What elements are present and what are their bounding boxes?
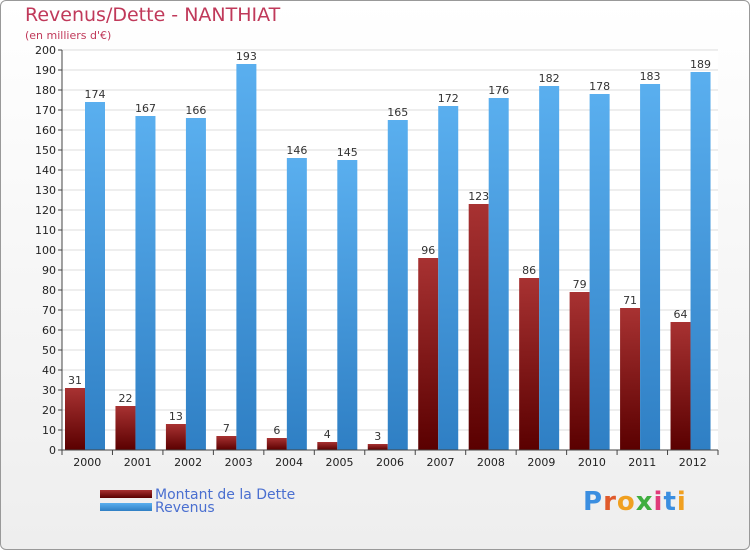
- x-tick-label: 2011: [628, 456, 656, 469]
- y-tick-label: 10: [42, 424, 56, 437]
- y-tick-label: 140: [35, 164, 56, 177]
- y-tick-label: 70: [42, 304, 56, 317]
- revenue-bar: [85, 102, 105, 450]
- revenue-bar: [438, 106, 459, 450]
- debt-bar: [670, 322, 691, 450]
- debt-bar: [367, 444, 388, 450]
- y-tick-label: 190: [35, 64, 56, 77]
- debt-value-label: 64: [674, 308, 688, 321]
- revenue-bar: [286, 158, 307, 450]
- revenue-bar: [337, 160, 358, 450]
- revenue-value-label: 145: [337, 146, 358, 159]
- debt-bar: [65, 388, 85, 450]
- y-tick-label: 160: [35, 124, 56, 137]
- legend-swatch-debt: [100, 490, 152, 498]
- debt-value-label: 96: [421, 244, 435, 257]
- x-tick-label: 2000: [73, 456, 101, 469]
- debt-value-label: 13: [169, 410, 183, 423]
- chart-subtitle: (en milliers d'€): [25, 29, 112, 42]
- debt-bar: [569, 292, 590, 450]
- x-tick-label: 2001: [124, 456, 152, 469]
- x-tick-label: 2003: [225, 456, 253, 469]
- debt-value-label: 3: [374, 430, 381, 443]
- revenue-value-label: 167: [135, 102, 156, 115]
- y-tick-label: 0: [49, 444, 56, 457]
- x-tick-label: 2004: [275, 456, 303, 469]
- revenue-bar: [539, 86, 560, 450]
- y-tick-label: 150: [35, 144, 56, 157]
- legend-label-debt: Montant de la Dette: [155, 487, 295, 503]
- y-tick-label: 100: [35, 244, 56, 257]
- revenue-value-label: 183: [640, 70, 661, 83]
- revenue-value-label: 166: [185, 104, 206, 117]
- revenue-value-label: 172: [438, 92, 459, 105]
- debt-value-label: 79: [573, 278, 587, 291]
- legend-swatch-revenue: [100, 503, 152, 511]
- x-tick-label: 2006: [376, 456, 404, 469]
- debt-value-label: 7: [223, 422, 230, 435]
- revenue-bar: [640, 84, 661, 450]
- debt-value-label: 86: [522, 264, 536, 277]
- revenue-value-label: 176: [488, 84, 509, 97]
- debt-bar: [519, 278, 540, 450]
- y-tick-label: 40: [42, 364, 56, 377]
- x-tick-label: 2002: [174, 456, 202, 469]
- debt-value-label: 123: [468, 190, 489, 203]
- revenue-bar: [589, 94, 610, 450]
- debt-value-label: 6: [273, 424, 280, 437]
- debt-value-label: 4: [324, 428, 331, 441]
- debt-bar: [115, 406, 136, 450]
- chart-title: Revenus/Dette - NANTHIAT: [25, 4, 281, 26]
- legend-label-revenue: Revenus: [155, 500, 215, 516]
- revenue-value-label: 182: [539, 72, 560, 85]
- revenue-value-label: 178: [589, 80, 610, 93]
- y-tick-label: 120: [35, 204, 56, 217]
- revenue-bar: [135, 116, 156, 450]
- y-tick-label: 30: [42, 384, 56, 397]
- y-tick-label: 90: [42, 264, 56, 277]
- debt-bar: [418, 258, 439, 450]
- y-tick-label: 170: [35, 104, 56, 117]
- y-tick-label: 60: [42, 324, 56, 337]
- debt-value-label: 71: [623, 294, 637, 307]
- x-tick-label: 2009: [527, 456, 555, 469]
- x-axis: 2000 2001 2002 2003 2004 2005 2006 2007 2008 2009…: [61, 449, 719, 469]
- revenue-value-label: 174: [85, 88, 106, 101]
- x-tick-label: 2005: [326, 456, 354, 469]
- revenue-value-label: 189: [690, 58, 711, 71]
- debt-bar: [216, 436, 237, 450]
- y-tick-label: 110: [35, 224, 56, 237]
- x-tick-label: 2012: [679, 456, 707, 469]
- y-tick-label: 200: [35, 44, 56, 57]
- x-tick-label: 2010: [578, 456, 606, 469]
- y-tick-label: 130: [35, 184, 56, 197]
- revenue-value-label: 193: [236, 50, 257, 63]
- debt-bar: [468, 204, 489, 450]
- revenue-bar: [690, 72, 711, 450]
- bars: 31 174 22 167 13 166 7 193 6 146 4 145 3 165 96 172 123 1…: [65, 50, 711, 450]
- debt-value-label: 22: [118, 392, 132, 405]
- y-tick-label: 20: [42, 404, 56, 417]
- revenue-bar: [488, 98, 509, 450]
- x-tick-label: 2007: [426, 456, 454, 469]
- y-tick-label: 80: [42, 284, 56, 297]
- debt-bar: [266, 438, 287, 450]
- debt-bar: [165, 424, 186, 450]
- y-tick-label: 50: [42, 344, 56, 357]
- debt-bar: [317, 442, 338, 450]
- revenue-bar: [236, 64, 257, 450]
- proxiti-logo: Proxiti: [583, 487, 687, 517]
- debt-value-label: 31: [68, 374, 82, 387]
- revenue-value-label: 165: [387, 106, 408, 119]
- y-axis: 0 10 20 30 40 50 60 70 80 90 100 110 120 130 140 150 160…: [35, 44, 63, 457]
- debt-bar: [620, 308, 641, 450]
- y-tick-label: 180: [35, 84, 56, 97]
- revenue-bar: [185, 118, 206, 450]
- revenue-value-label: 146: [286, 144, 307, 157]
- x-tick-label: 2008: [477, 456, 505, 469]
- revenue-bar: [387, 120, 408, 450]
